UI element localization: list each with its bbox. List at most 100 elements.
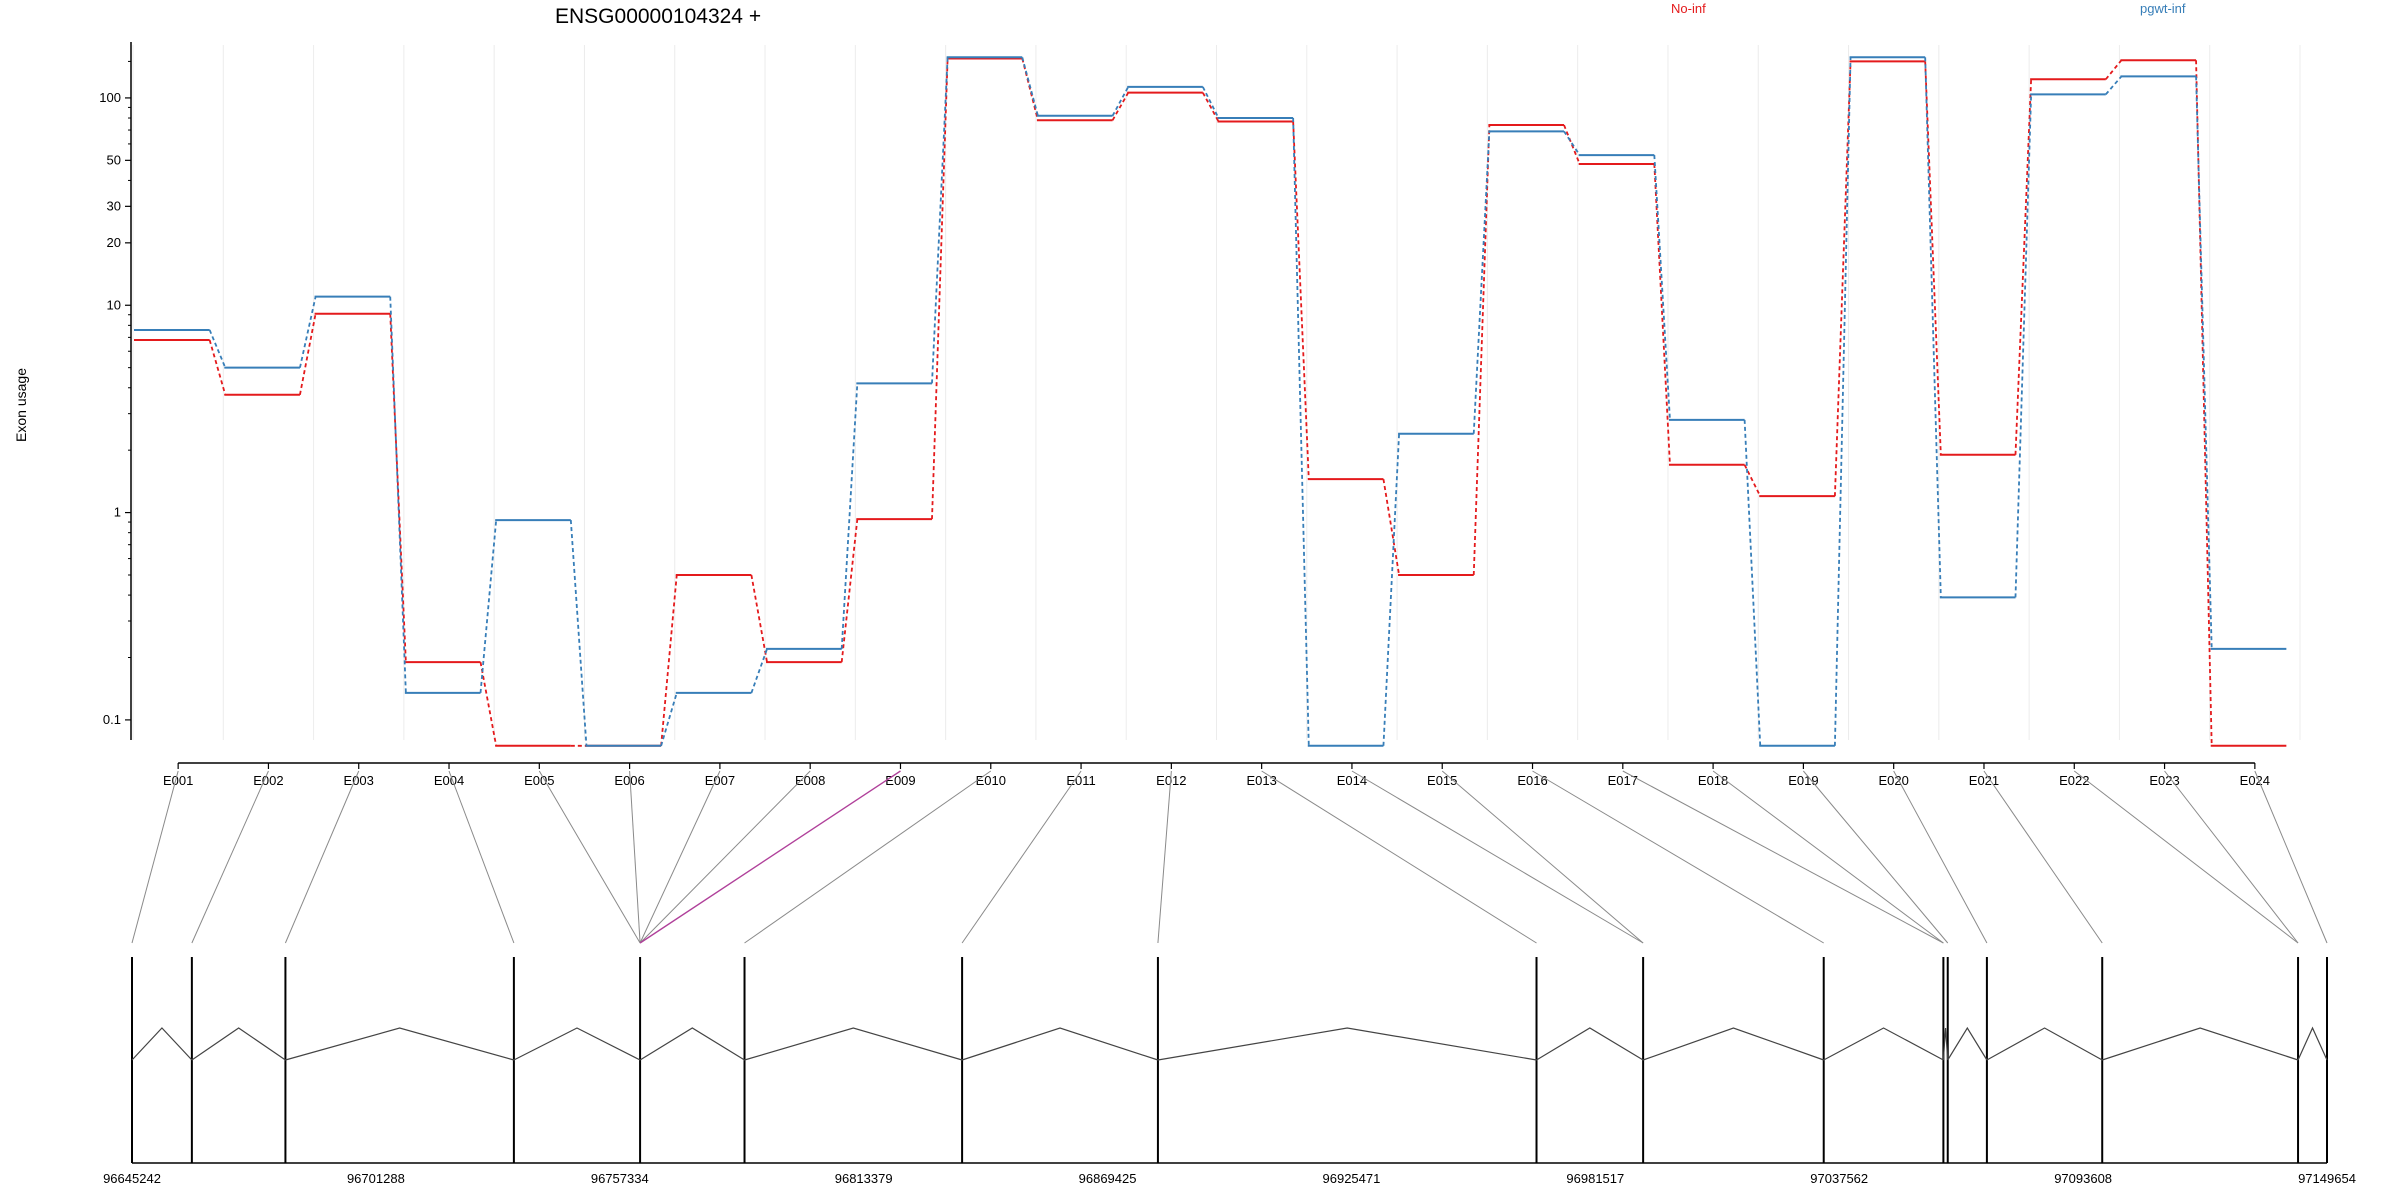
grid-lines bbox=[132, 45, 2301, 740]
connector-e013 bbox=[1261, 770, 1537, 944]
series-transition bbox=[389, 296, 407, 693]
x-axis: E001 E002 E003 E004 E005 E006 E007 E008 E009 E010… bbox=[163, 762, 2270, 788]
series-transition bbox=[1563, 130, 1581, 156]
series-transition bbox=[1292, 121, 1310, 480]
x-tick-label-e022: E022 bbox=[2059, 773, 2089, 788]
series-transition bbox=[1924, 61, 1942, 455]
coordinate-label: 97037562 bbox=[1810, 1171, 1868, 1186]
connector-e002 bbox=[191, 770, 269, 944]
x-tick-label-e010: E010 bbox=[976, 773, 1006, 788]
connector-e007 bbox=[639, 770, 721, 944]
legend-entry-pgwt-inf: pgwt-inf bbox=[2140, 1, 2186, 16]
x-tick-label-e018: E018 bbox=[1698, 773, 1728, 788]
x-tick-label-e001: E001 bbox=[163, 773, 193, 788]
connector-e016 bbox=[1532, 770, 1824, 944]
x-tick-label-e020: E020 bbox=[1879, 773, 1909, 788]
y-axis-label: Exon usage bbox=[13, 368, 29, 442]
intron-line bbox=[1947, 1026, 1988, 1061]
series-lines bbox=[134, 56, 2287, 747]
x-tick-label-e012: E012 bbox=[1156, 773, 1186, 788]
chart-title: ENSG00000104324 + bbox=[555, 5, 761, 28]
connector-e010 bbox=[744, 770, 992, 944]
connector-e022 bbox=[2073, 770, 2299, 944]
connector-e005 bbox=[538, 770, 641, 944]
series-transition bbox=[1111, 92, 1129, 121]
x-tick-label-e004: E004 bbox=[434, 773, 464, 788]
x-tick-label-e017: E017 bbox=[1608, 773, 1638, 788]
y-axis: 0.1 1 10 20 30 50 100 bbox=[99, 42, 132, 740]
x-tick-label-e013: E013 bbox=[1246, 773, 1276, 788]
series-transition bbox=[1743, 464, 1762, 497]
connector-e023 bbox=[2164, 770, 2299, 944]
intron-line bbox=[2297, 1026, 2328, 1061]
x-tick-label-e006: E006 bbox=[614, 773, 644, 788]
x-tick-label-e009: E009 bbox=[885, 773, 915, 788]
series-transition bbox=[660, 692, 678, 747]
x-tick-label-e005: E005 bbox=[524, 773, 554, 788]
connector-e011 bbox=[961, 770, 1082, 944]
connector-e004 bbox=[448, 770, 515, 944]
series-transition bbox=[1472, 131, 1491, 434]
series-transition bbox=[389, 313, 407, 663]
series-transition bbox=[479, 661, 498, 746]
connector-e009 bbox=[639, 770, 901, 944]
series-transition bbox=[750, 648, 768, 694]
series-transition bbox=[1472, 125, 1491, 576]
connector-e003 bbox=[284, 770, 360, 944]
series-transition bbox=[840, 519, 859, 663]
coordinate-label: 96981517 bbox=[1566, 1171, 1624, 1186]
series-transition bbox=[1021, 58, 1039, 121]
series-transition bbox=[1202, 86, 1220, 119]
connector-e021 bbox=[1983, 770, 2103, 944]
x-tick-label-e016: E016 bbox=[1517, 773, 1547, 788]
connector-e014 bbox=[1351, 770, 1644, 944]
x-tick-label-e014: E014 bbox=[1337, 773, 1367, 788]
intron-line bbox=[2102, 1027, 2299, 1061]
intron-line bbox=[1823, 1027, 1944, 1061]
series-transition bbox=[931, 57, 949, 384]
x-tick-label-e007: E007 bbox=[705, 773, 735, 788]
exon-connectors bbox=[131, 770, 2328, 944]
series-transition bbox=[840, 383, 859, 649]
connector-e001 bbox=[131, 770, 179, 944]
series-transition bbox=[1743, 419, 1762, 746]
intron-line bbox=[513, 1027, 641, 1061]
exon-model: 96645242 96701288 96757334 96813379 96869425… bbox=[103, 957, 2356, 1186]
y-tick-label: 20 bbox=[107, 235, 121, 250]
x-tick-label-e002: E002 bbox=[253, 773, 283, 788]
x-tick-label-e021: E021 bbox=[1969, 773, 1999, 788]
series-transition bbox=[1834, 61, 1852, 497]
intron-line bbox=[639, 1027, 745, 1061]
connector-e024 bbox=[2254, 770, 2328, 944]
x-tick-label-e011: E011 bbox=[1066, 773, 1095, 788]
y-tick-label: 100 bbox=[99, 90, 121, 105]
series-transition bbox=[1202, 92, 1220, 122]
connector-e008 bbox=[639, 770, 811, 944]
intron-line bbox=[131, 1027, 193, 1061]
x-tick-label-e023: E023 bbox=[2149, 773, 2179, 788]
series-transition bbox=[750, 574, 768, 663]
coordinate-label: 97093608 bbox=[2054, 1171, 2112, 1186]
series-transition bbox=[208, 339, 227, 396]
connector-e020 bbox=[1893, 770, 1988, 944]
series-transition bbox=[1021, 57, 1039, 117]
coordinate-label: 96869425 bbox=[1079, 1171, 1137, 1186]
series-no-inf bbox=[134, 57, 2287, 747]
intron-line bbox=[1942, 1027, 1949, 1061]
series-transition bbox=[660, 574, 678, 746]
connector-e017 bbox=[1622, 770, 1944, 944]
series-transition bbox=[479, 520, 498, 693]
intron-line bbox=[961, 1027, 1159, 1061]
connector-e018 bbox=[1712, 770, 1944, 944]
series-transition bbox=[1653, 155, 1671, 420]
connector-e019 bbox=[1803, 770, 1949, 944]
series-pgwt-inf bbox=[134, 56, 2287, 747]
coordinate-label: 96757334 bbox=[591, 1171, 649, 1186]
intron-line bbox=[1157, 1027, 1537, 1061]
y-tick-label: 10 bbox=[107, 297, 121, 312]
y-tick-label: 0.1 bbox=[103, 712, 121, 727]
series-transition bbox=[2195, 76, 2213, 649]
x-tick-label-e019: E019 bbox=[1788, 773, 1818, 788]
series-transition bbox=[2105, 75, 2123, 95]
